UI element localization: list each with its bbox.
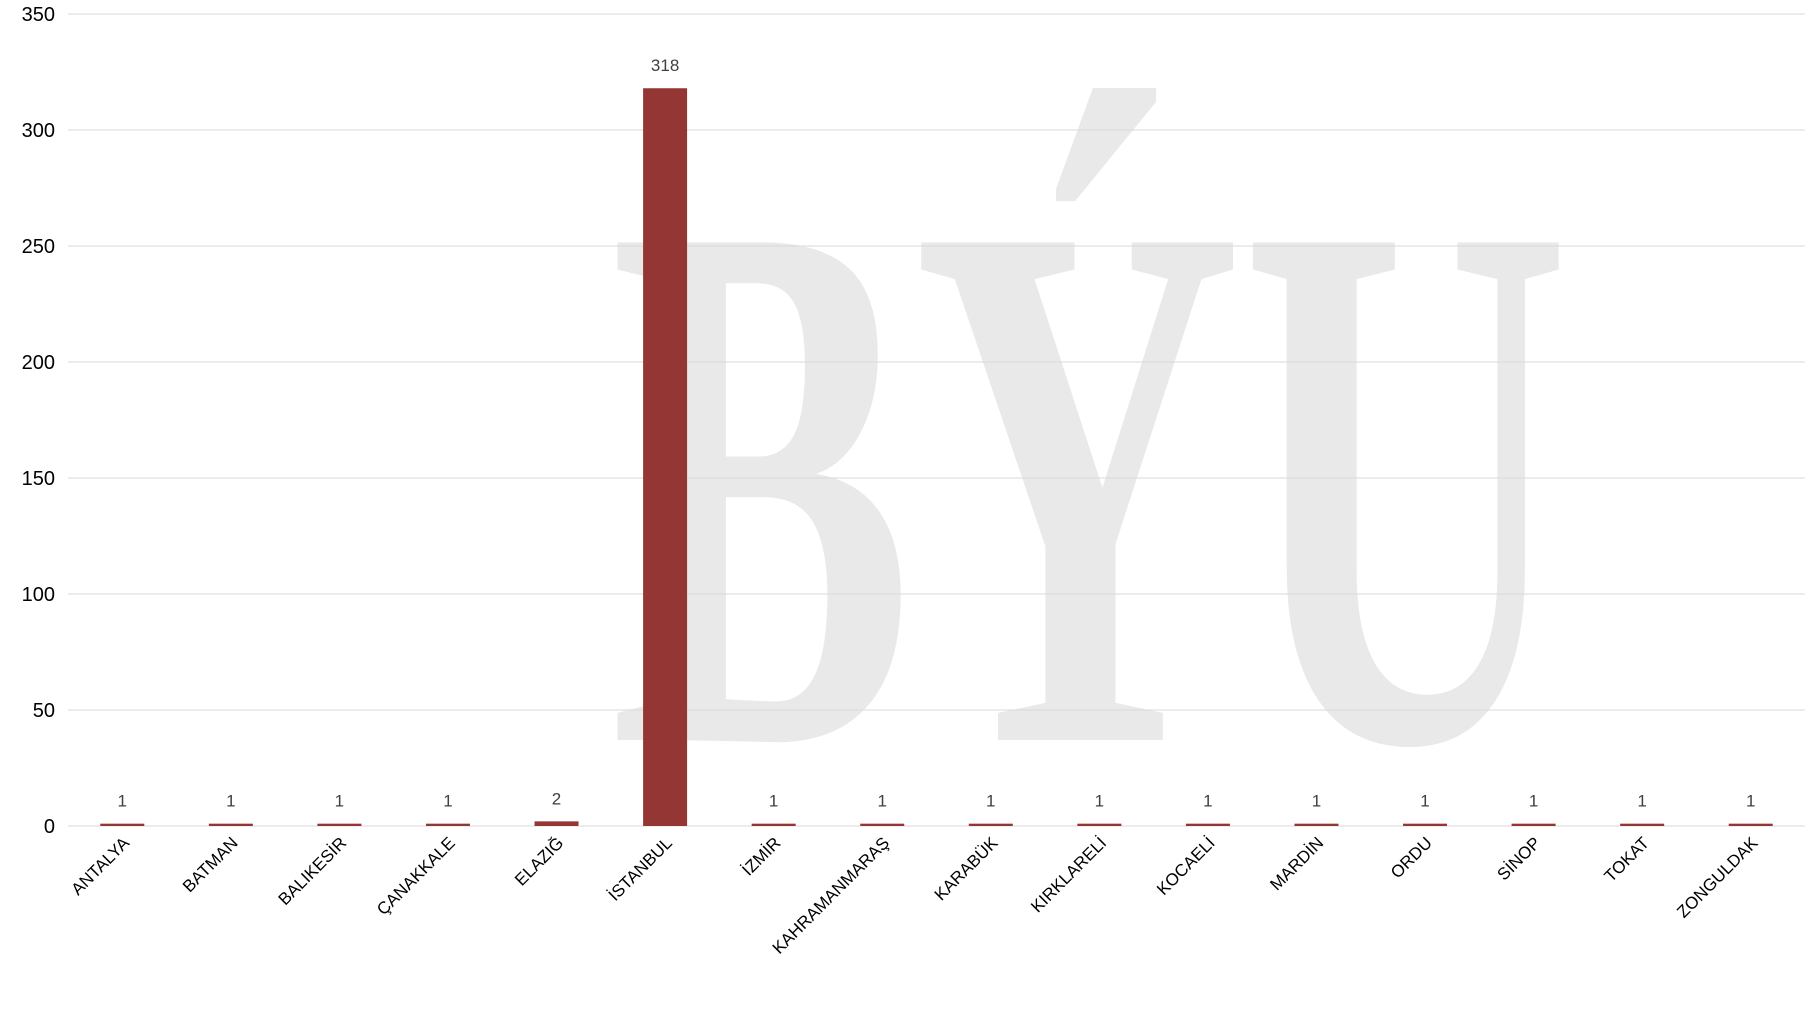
data-label: 1 [118, 792, 127, 811]
bar-ordu [1403, 823, 1448, 826]
bars [100, 88, 1773, 827]
watermark-letters: BÝU [610, 64, 1570, 905]
x-tick-label: BALIKESİR [275, 833, 351, 909]
data-label: 1 [335, 792, 344, 811]
bar-zonguldak [1728, 823, 1773, 826]
x-tick-label: BATMAN [179, 833, 242, 896]
x-tick-label: TOKAT [1601, 833, 1653, 885]
watermark-logo: BÝU [610, 64, 1570, 905]
data-label: 1 [1637, 792, 1646, 811]
data-label: 2 [552, 789, 561, 808]
y-tick-label: 150 [22, 468, 55, 490]
data-label: 1 [1529, 792, 1538, 811]
y-tick-label: 0 [44, 816, 55, 838]
x-tick-label: ELAZIĞ [511, 833, 567, 889]
gridlines [68, 13, 1805, 827]
x-tick-label: ZONGULDAK [1673, 833, 1762, 922]
y-tick-label: 200 [22, 352, 55, 374]
data-label: 1 [1203, 792, 1212, 811]
bar-i̇zmi̇r [751, 823, 796, 826]
data-label: 1 [877, 792, 886, 811]
y-tick-label: 300 [22, 120, 55, 142]
bar-kirklareli̇ [1077, 823, 1122, 826]
bar-i̇stanbul [643, 88, 688, 827]
bar-batman [208, 823, 253, 826]
bar-mardi̇n [1294, 823, 1339, 826]
data-label: 1 [1312, 792, 1321, 811]
bar-kahramanmaraş [860, 823, 905, 826]
y-tick-label: 100 [22, 584, 55, 606]
x-tick-label: ANTALYA [68, 833, 134, 899]
data-label: 1 [986, 792, 995, 811]
y-tick-label: 50 [33, 700, 55, 722]
x-tick-label: ÇANAKKALE [373, 833, 459, 919]
bar-tokat [1620, 823, 1665, 826]
data-labels: 1 1 1 1 2 318 1 1 1 1 1 1 1 1 1 1 [118, 56, 1756, 810]
data-label: 1 [1746, 792, 1755, 811]
data-label: 1 [226, 792, 235, 811]
bar-çanakkale [425, 823, 470, 826]
data-label: 1 [1095, 792, 1104, 811]
data-label: 1 [443, 792, 452, 811]
data-label: 1 [769, 792, 778, 811]
y-tick-label: 350 [22, 4, 55, 26]
bar-kocaeli̇ [1185, 823, 1230, 826]
bar-elaziğ [534, 821, 579, 826]
bar-si̇nop [1511, 823, 1556, 826]
bar-balikesi̇r [317, 823, 362, 826]
y-axis-ticks: 0 50 100 150 200 250 300 350 [22, 4, 55, 838]
y-tick-label: 250 [22, 236, 55, 258]
data-label: 1 [1420, 792, 1429, 811]
bar-karabük [968, 823, 1013, 826]
bar-antalya [100, 823, 145, 826]
data-label: 318 [651, 56, 679, 75]
